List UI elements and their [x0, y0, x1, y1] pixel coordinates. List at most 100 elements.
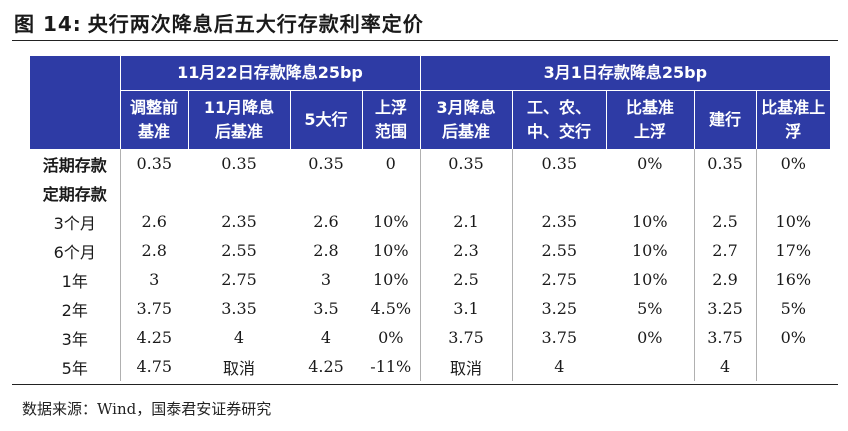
- table-cell: 4.75: [136, 357, 173, 376]
- table-cell: 10%: [362, 207, 421, 236]
- table-cell: 5%: [606, 294, 695, 323]
- subheader-mar-base: 3月降息 后基准: [420, 90, 513, 149]
- table-cell: 3.75: [136, 299, 173, 318]
- group-header-nov22: 11月22日存款降息25bp: [120, 56, 421, 91]
- table-cell: [606, 352, 695, 381]
- table-cell: 0%: [362, 323, 421, 352]
- table-row: 定期存款: [30, 178, 830, 207]
- table-cell: [420, 178, 513, 207]
- table-cell: 2.75: [221, 270, 257, 289]
- table-cell: 2.75: [541, 270, 578, 289]
- figure-caption: 央行两次降息后五大行存款利率定价: [87, 12, 424, 36]
- table-cell: 10%: [362, 236, 421, 265]
- table-cell: 5%: [780, 299, 806, 318]
- figure-label: 图 14:: [14, 12, 82, 36]
- table-cell: [290, 178, 362, 207]
- table-cell: 3.25: [541, 299, 578, 318]
- subheader-float-over-base: 比基准 上浮: [606, 90, 695, 149]
- table-row: 5年 4.75 取消 4.25 -11% 取消 4 4: [30, 352, 830, 381]
- table-cell: 2.8: [313, 241, 339, 260]
- table-cell: 2.35: [541, 212, 578, 231]
- table-cell: 4: [233, 328, 245, 347]
- table-cell: 2.7: [694, 236, 757, 265]
- row-label: 3个月: [30, 207, 121, 236]
- table-cell: 2.35: [221, 212, 257, 231]
- header-corner: [30, 56, 121, 149]
- table-cell: 3.75: [420, 323, 513, 352]
- table-cell: 4: [694, 352, 757, 381]
- row-label: 1年: [30, 265, 121, 294]
- table-cell: 取消: [420, 352, 513, 381]
- table-row: 3年 4.25 4 4 0% 3.75 3.75 0% 3.75 0%: [30, 323, 830, 352]
- table-cell: 3.5: [313, 299, 339, 318]
- table-cell: [756, 178, 830, 207]
- table-cell: 2.5: [694, 207, 757, 236]
- subheader-pre-base: 调整前 基准: [120, 90, 189, 149]
- table-row: 6个月 2.8 2.55 2.8 10% 2.3 2.55 10% 2.7 17%: [30, 236, 830, 265]
- table-cell: 3.75: [541, 328, 578, 347]
- subheader-nov-base: 11月降息 后基准: [188, 90, 291, 149]
- bottom-rule: [12, 384, 838, 385]
- table-cell: 0.35: [541, 154, 578, 173]
- table-cell: 3.25: [694, 294, 757, 323]
- table-cell: 3.1: [420, 294, 513, 323]
- table-cell: [188, 178, 290, 207]
- table-cell: 取消: [222, 358, 255, 378]
- table-cell: 2.1: [420, 207, 513, 236]
- table-cell: 4.25: [308, 357, 344, 376]
- subheader-big5: 5大行: [290, 90, 363, 149]
- table-cell: [694, 178, 757, 207]
- table-cell: 3.75: [694, 323, 757, 352]
- table-row: 2年 3.75 3.35 3.5 4.5% 3.1 3.25 5% 3.25 5%: [30, 294, 830, 323]
- table-cell: 0.35: [136, 154, 173, 173]
- table-cell: 16%: [775, 270, 812, 289]
- table-cell: [362, 178, 421, 207]
- source-note: 数据来源：Wind，国泰君安证券研究: [22, 400, 272, 418]
- row-label: 活期存款: [30, 149, 121, 178]
- table-cell: 2.9: [694, 265, 757, 294]
- table-cell: 10%: [775, 212, 812, 231]
- table-cell: 0: [362, 149, 421, 178]
- table-cell: [606, 178, 695, 207]
- table-cell: 3.35: [221, 299, 257, 318]
- table-cell: [756, 352, 830, 381]
- table-cell: 0.35: [221, 154, 257, 173]
- table-cell: 17%: [775, 241, 812, 260]
- table-cell: 4: [320, 328, 332, 347]
- deposit-rate-table: 11月22日存款降息25bp 3月1日存款降息25bp 调整前 基准 11月降息后…: [30, 56, 831, 381]
- table-cell: 2.55: [541, 241, 578, 260]
- table-row: 3个月 2.6 2.35 2.6 10% 2.1 2.35 10% 2.5 10%: [30, 207, 830, 236]
- table-cell: 4.25: [136, 328, 173, 347]
- table-cell: 0%: [606, 149, 695, 178]
- row-label: 3年: [30, 323, 121, 352]
- row-label: 2年: [30, 294, 121, 323]
- table-cell: 0.35: [308, 154, 344, 173]
- table-cell: 2.5: [420, 265, 513, 294]
- top-rule: [12, 40, 838, 41]
- table-cell: 4.5%: [362, 294, 421, 323]
- table-cell: 10%: [606, 265, 695, 294]
- table-cell: 2.6: [313, 212, 339, 231]
- table-row: 活期存款 0.35 0.35 0.35 0 0.35 0.35 0% 0.35 0%: [30, 149, 830, 178]
- figure-title: 图 14: 央行两次降息后五大行存款利率定价: [14, 8, 424, 37]
- row-label: 5年: [30, 352, 121, 381]
- table-cell: 2.3: [420, 236, 513, 265]
- group-header-mar1: 3月1日存款降息25bp: [420, 56, 831, 91]
- table-cell: 0.35: [420, 149, 513, 178]
- subheader-icbc-abc-boc-bocom: 工、农、 中、交行: [512, 90, 607, 149]
- table-cell: 0%: [606, 323, 695, 352]
- table-cell: 2.6: [141, 212, 167, 231]
- table-cell: 2.8: [141, 241, 167, 260]
- table-cell: 10%: [362, 265, 421, 294]
- table-cell: [512, 178, 606, 207]
- table-cell: [120, 178, 188, 207]
- table-cell: 4: [554, 357, 565, 376]
- table-cell: 3: [149, 270, 160, 289]
- table-cell: 0%: [780, 328, 806, 347]
- table-cell: 0.35: [694, 149, 757, 178]
- subheader-float-range: 上浮 范围: [362, 90, 421, 149]
- subheader-ccb-float: 比基准上浮: [756, 90, 831, 149]
- table-cell: 10%: [606, 207, 695, 236]
- subheader-ccb: 建行: [694, 90, 757, 149]
- table-cell: 2.55: [221, 241, 257, 260]
